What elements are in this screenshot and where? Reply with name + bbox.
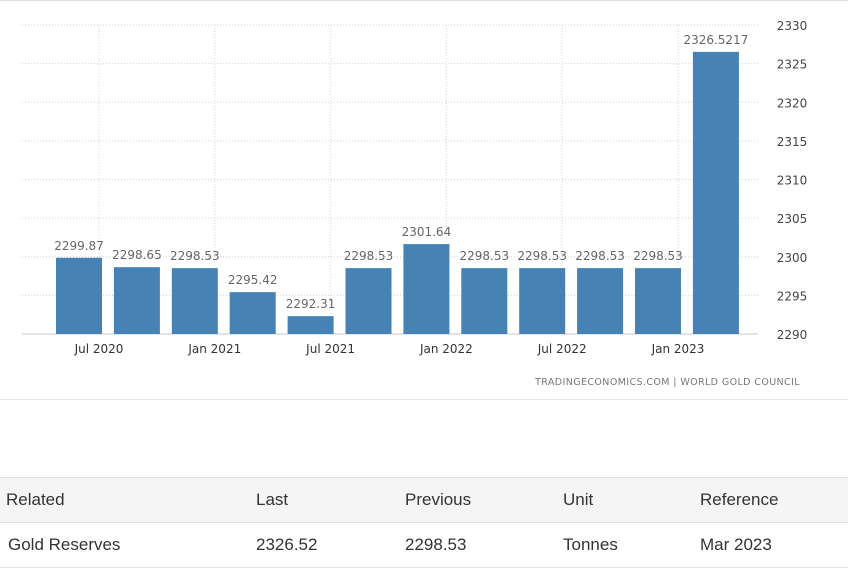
chart-panel: 2299.87 2298.65 2298.53 2295.42 2292.31 2298.… — [0, 0, 848, 400]
bar-value-label: 2326.5217 — [683, 33, 748, 47]
header-related: Related — [6, 490, 65, 509]
y-tick-label: 2330 — [777, 19, 808, 33]
y-tick-label: 2300 — [777, 251, 808, 265]
x-tick-label: Jul 2020 — [74, 342, 124, 356]
bar — [229, 292, 276, 334]
bars — [56, 51, 739, 334]
bar-value-label: 2298.65 — [112, 248, 162, 262]
cell-name[interactable]: Gold Reserves — [8, 535, 121, 554]
y-tick-label: 2315 — [777, 135, 808, 149]
value-labels: 2299.87 2298.65 2298.53 2295.42 2292.31 2298.… — [54, 33, 748, 311]
table-row[interactable]: Gold Reserves 2326.52 2298.53 Tonnes Mar… — [0, 523, 848, 568]
y-tick-label: 2290 — [777, 328, 808, 342]
y-tick-label: 2310 — [777, 174, 808, 188]
bar-value-label: 2298.53 — [170, 249, 220, 263]
bar — [345, 268, 392, 334]
cell-last: 2326.52 — [256, 535, 318, 554]
bar — [287, 316, 334, 334]
y-tick-label: 2305 — [777, 212, 808, 226]
bar-value-label: 2298.53 — [459, 249, 509, 263]
x-tick-label: Jan 2021 — [187, 342, 241, 356]
bar — [635, 268, 681, 334]
table-header-row: Related Last Previous Unit Reference — [0, 477, 848, 523]
bar-value-label: 2298.53 — [633, 249, 683, 263]
bar — [113, 267, 160, 334]
bar-value-label: 2292.31 — [286, 297, 336, 311]
x-tick-label: Jul 2022 — [537, 342, 587, 356]
y-tick-label: 2320 — [777, 96, 808, 110]
bar — [577, 268, 624, 334]
x-axis-ticks: Jul 2020 Jan 2021 Jul 2021 Jan 2022 Jul 2022… — [74, 342, 705, 356]
bar — [403, 244, 450, 334]
cell-reference: Mar 2023 — [700, 535, 772, 554]
bar-value-label: 2301.64 — [402, 225, 452, 239]
y-tick-label: 2295 — [777, 289, 808, 303]
bar — [519, 268, 566, 334]
bar-value-label: 2298.53 — [517, 249, 567, 263]
y-axis-ticks: 2290 2295 2300 2305 2310 2315 2320 2325 2330 — [777, 19, 808, 342]
cell-unit: Tonnes — [563, 535, 618, 554]
bar — [56, 257, 102, 334]
x-tick-label: Jan 2023 — [651, 342, 705, 356]
header-last: Last — [256, 490, 289, 509]
related-table-panel: Related Last Previous Unit Reference Gol… — [0, 477, 848, 568]
bar-value-label: 2299.87 — [54, 239, 104, 253]
header-previous: Previous — [405, 490, 472, 509]
bar — [171, 268, 218, 334]
bar-chart: 2299.87 2298.65 2298.53 2295.42 2292.31 2298.… — [22, 19, 808, 356]
bar — [461, 268, 508, 334]
bar-value-label: 2298.53 — [344, 249, 394, 263]
chart-source[interactable]: TRADINGECONOMICS.COM | WORLD GOLD COUNCI… — [535, 377, 800, 388]
x-tick-label: Jul 2021 — [305, 342, 355, 356]
cell-previous: 2298.53 — [405, 535, 467, 554]
x-tick-label: Jan 2022 — [419, 342, 473, 356]
related-table: Related Last Previous Unit Reference Gol… — [0, 477, 848, 568]
header-reference: Reference — [700, 490, 779, 509]
y-tick-label: 2325 — [777, 58, 808, 72]
bar — [692, 51, 739, 334]
header-unit: Unit — [563, 490, 594, 509]
bar-value-label: 2298.53 — [575, 249, 625, 263]
bar-value-label: 2295.42 — [228, 273, 278, 287]
